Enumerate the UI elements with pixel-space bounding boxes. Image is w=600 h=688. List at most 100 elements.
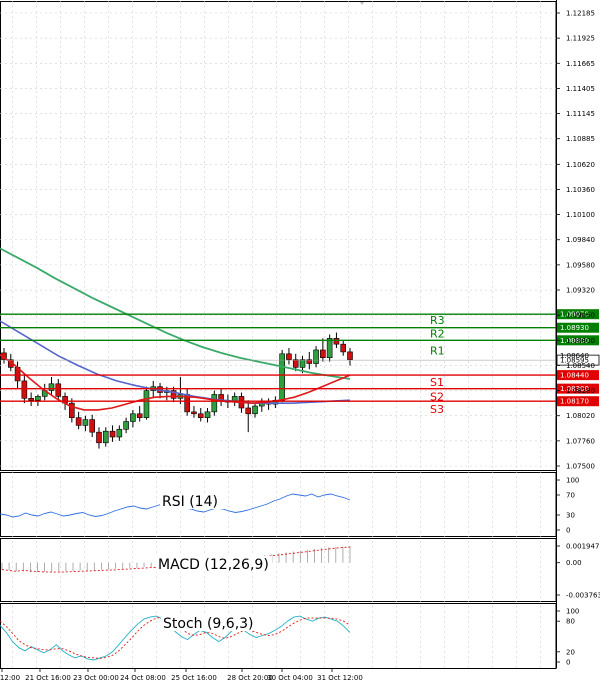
macd-label-bg [156,556,272,572]
panel-frames [0,0,557,669]
stoch-label-bg [161,614,259,631]
stoch-label: Stoch (9,6,3) [163,616,254,632]
candle-body [320,349,326,359]
candle-body [347,351,353,360]
level-name-r3: R3 [430,314,445,327]
rsi-label-bg [160,493,226,509]
macd-tick-label: -0.003763 [566,592,600,600]
price-tick-label: 1.07500 [566,463,595,471]
date-label: 21 Oct 16:00 [25,674,71,682]
grid-lines [0,1,556,668]
pivot-levels: R3 1.09070 R2 1.08930 R1 1.08800 S1 1.08440 S2 1.… [0,309,600,416]
stoch-k-line [0,615,351,661]
candle-body [130,413,136,422]
price-tick-label: 1.08540 [566,362,595,370]
level-badge-text-r3: 1.09070 [560,311,589,319]
current-price-text: 1.08595 [560,357,589,365]
date-axis: 12:00 21 Oct 16:00 23 Oct 00:00 24 Oct 08:0… [0,668,363,682]
date-label: 24 Oct 08:00 [120,674,166,682]
level-badge-r3 [557,309,599,320]
candle-body [28,398,34,401]
rsi-tick-label: 0 [566,527,570,535]
level-badge-r1 [557,335,599,346]
price-tick-label: 1.09580 [566,261,595,269]
level-badge-text-s3: 1.08170 [560,398,589,406]
price-tick-label: 1.09060 [566,312,595,320]
candle-body [292,359,299,368]
candle-body [252,405,258,415]
partial-price-label: 1.08640 [560,352,589,360]
rsi-tick-label: 100 [566,477,579,485]
rsi-panel[interactable]: 100 70 30 0 RSI (14) [0,477,579,535]
candle-body [279,353,285,401]
candle-body [75,417,82,426]
ma-blue-line [0,320,351,405]
candle-body [102,430,109,444]
level-badge-r2 [557,322,599,333]
date-label: 25 Oct 16:00 [171,674,217,682]
current-price-badge [556,354,600,366]
candle-body [340,343,347,353]
candle-body [286,353,292,360]
level-badge-text-r2: 1.08930 [560,324,589,332]
panel-border-3 [0,603,557,669]
candle-body [109,430,116,438]
date-label: 12:00 [0,674,20,682]
candle-body [204,411,211,418]
candle-body [136,413,143,418]
candle-body [55,383,62,397]
ma-green-line [0,247,351,380]
price-plot[interactable] [0,247,353,449]
ma-red-line [0,354,351,411]
level-name-s1: S1 [430,376,444,389]
level-badge-text-s2: 1.08300 [560,385,589,393]
candle-body [299,359,306,368]
candle-body [35,396,41,401]
macd-label: MACD (12,26,9) [158,557,269,573]
level-badge-s1 [557,370,599,381]
panel-border-1 [0,472,557,537]
macd-panel[interactable]: 0.001947 0.00 -0.003763 MACD (12,26,9) [1,543,600,600]
candle-body [306,359,313,364]
candle-body [326,338,333,359]
candle-body [116,428,123,438]
candle-body [211,394,218,413]
level-badge-text-s1: 1.08440 [560,372,589,380]
level-name-s2: S2 [430,391,444,404]
level-name-r2: R2 [430,328,445,341]
candle-body [191,411,197,415]
candle-body [69,402,75,418]
price-tick-label: 1.09320 [566,287,595,295]
rsi-label: RSI (14) [162,494,218,510]
price-tick-label: 1.10100 [566,211,595,219]
price-tick-label: 1.08800 [566,337,595,345]
macd-tick-label: 0.001947 [566,543,599,551]
price-tick-label: 1.08280 [566,387,595,395]
price-tick-label: 1.11145 [566,110,595,118]
price-tick-label: 1.07760 [566,437,595,445]
price-axis: 1.12185 1.11925 1.11665 1.11405 1.11145 1.108… [556,10,595,471]
rsi-tick-label: 70 [566,492,575,500]
stoch-d-line [0,616,351,659]
level-name-s3: S3 [430,403,444,416]
candle-body [96,431,102,444]
date-label: 28 Oct 20:00 [227,674,273,682]
macd-tick-label: 0.00 [566,559,582,567]
candle-body [89,419,95,433]
price-tick-label: 1.12185 [566,10,595,18]
stoch-tick-label: 80 [566,618,575,626]
level-name-r1: R1 [430,344,445,357]
price-tick-label: 1.11925 [566,35,595,43]
level-badge-s3 [557,396,599,407]
panel-border-2 [0,538,557,602]
candle-body [197,413,204,418]
candle-body [333,338,340,345]
stoch-tick-label: 20 [566,648,575,656]
stoch-panel[interactable]: 100 80 20 0 Stoch (9,6,3) [0,608,579,667]
price-tick-label: 1.10620 [566,161,595,169]
price-tick-label: 1.10360 [566,186,595,194]
stoch-tick-label: 100 [566,608,579,616]
price-tick-label: 1.11665 [566,60,595,68]
